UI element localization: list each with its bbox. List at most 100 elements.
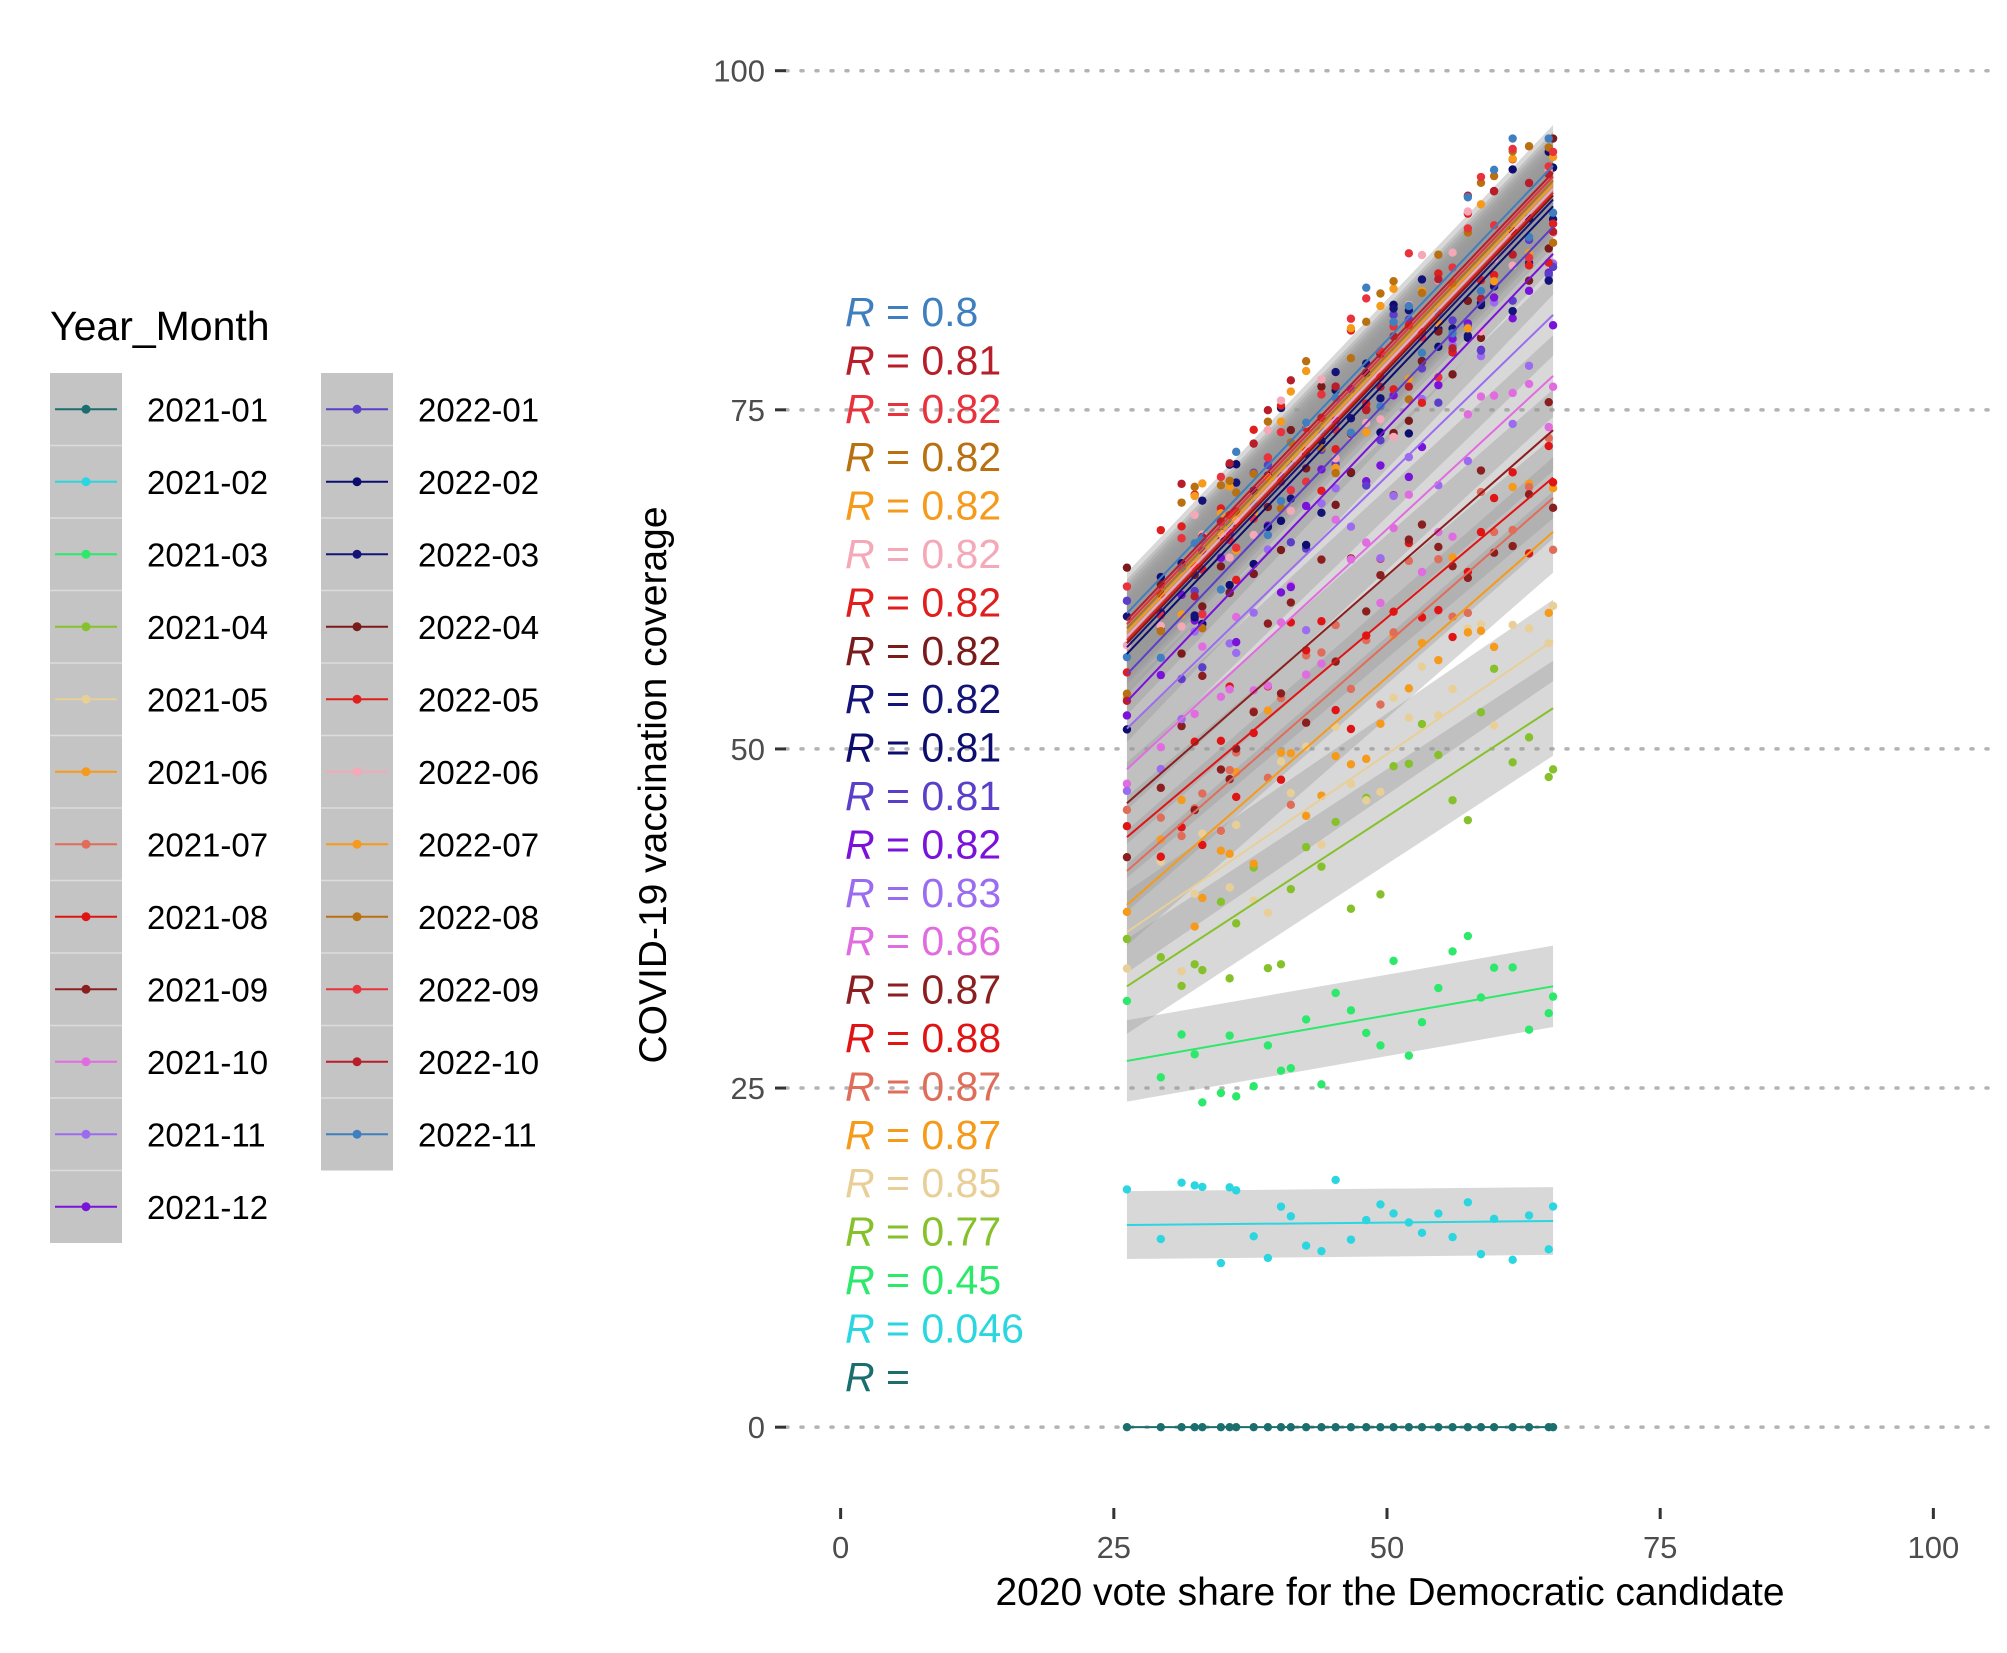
legend-label-2021-03: 2021-03: [147, 536, 268, 573]
point-2021-03-10: [1276, 1066, 1286, 1075]
point-2022-08-1: [1156, 626, 1166, 636]
point-2021-04-5: [1216, 897, 1226, 907]
point-2021-02-0: [1122, 1185, 1132, 1194]
point-2022-04-14: [1331, 500, 1340, 510]
point-2021-06-14: [1331, 751, 1340, 761]
point-2022-04-24: [1476, 333, 1486, 343]
point-2021-06-10: [1276, 748, 1286, 757]
point-2021-03-17: [1376, 1041, 1385, 1050]
point-2021-02-23: [1463, 1198, 1473, 1207]
point-2021-07-2: [1177, 831, 1186, 841]
point-2022-03-28: [1544, 276, 1553, 285]
legend-key-point-2021-10: [81, 1057, 91, 1067]
point-2022-11-23: [1463, 193, 1473, 202]
point-2021-08-4: [1198, 840, 1207, 850]
point-2021-03-14: [1331, 988, 1340, 998]
point-2022-05-0: [1122, 668, 1132, 677]
point-2021-02-24: [1476, 1249, 1486, 1259]
point-2021-02-4: [1198, 1182, 1207, 1192]
point-2021-02-6: [1225, 1183, 1234, 1192]
point-2021-03-20: [1417, 1018, 1427, 1027]
r-labels: R = 0.8R = 0.81R = 0.82R = 0.82R = 0.82R…: [845, 289, 1024, 1400]
point-2022-08-9: [1263, 417, 1273, 426]
point-2021-12-4: [1198, 546, 1207, 556]
point-2021-02-22: [1448, 1232, 1457, 1242]
point-2022-08-2: [1177, 498, 1186, 507]
legend-label-2022-10: 2022-10: [418, 1044, 539, 1081]
legend-key-point-2022-04: [352, 622, 362, 632]
point-2022-06-0: [1122, 641, 1132, 650]
point-2022-04-28: [1544, 244, 1553, 253]
point-2022-03-4: [1198, 496, 1207, 505]
point-2021-05-7: [1232, 820, 1241, 830]
point-2022-07-2: [1177, 610, 1186, 619]
point-2022-09-23: [1463, 224, 1473, 233]
legend-label-2021-04: 2021-04: [147, 609, 268, 646]
point-2021-08-22: [1448, 632, 1457, 642]
point-2021-06-8: [1249, 859, 1258, 868]
point-2021-06-3: [1190, 922, 1199, 931]
point-2021-03-26: [1508, 963, 1517, 972]
point-2022-08-24: [1476, 178, 1486, 187]
point-2021-06-9: [1263, 706, 1273, 715]
legend-key-point-2021-12: [81, 1202, 91, 1212]
point-2022-07-24: [1476, 200, 1486, 209]
point-2021-10-12: [1301, 670, 1311, 679]
point-2021-02-18: [1389, 1209, 1398, 1218]
point-2021-12-27: [1524, 286, 1534, 296]
legend-key-point-2022-01: [352, 404, 362, 414]
point-2022-09-9: [1263, 453, 1273, 462]
point-2021-04-25: [1489, 664, 1499, 673]
point-2022-07-23: [1463, 324, 1473, 333]
point-2022-02-26: [1508, 165, 1517, 174]
point-2022-08-29: [1548, 238, 1558, 248]
point-2021-12-17: [1376, 461, 1385, 470]
point-2022-11-10: [1276, 496, 1286, 506]
point-2021-09-11: [1286, 598, 1296, 607]
point-2021-12-10: [1276, 588, 1286, 597]
point-2022-06-6: [1225, 553, 1234, 562]
point-2021-05-6: [1225, 883, 1234, 892]
point-2021-06-12: [1301, 811, 1311, 821]
point-2022-08-25: [1489, 171, 1499, 181]
point-2022-07-25: [1489, 277, 1499, 286]
point-2021-10-0: [1122, 779, 1132, 788]
point-2021-10-4: [1198, 642, 1207, 651]
point-2022-03-18: [1389, 304, 1398, 313]
point-2021-10-6: [1225, 685, 1234, 694]
point-2021-08-26: [1508, 468, 1517, 477]
point-2021-02-15: [1346, 1235, 1356, 1244]
point-2021-03-28: [1544, 1008, 1553, 1018]
point-2021-06-17: [1376, 719, 1385, 728]
fit-line-2022-04: [1126, 194, 1554, 644]
point-2022-10-22: [1448, 344, 1457, 353]
point-2021-04-10: [1276, 960, 1286, 969]
point-2021-12-7: [1232, 637, 1241, 647]
point-2022-01-11: [1286, 538, 1296, 547]
point-2021-07-4: [1198, 789, 1207, 798]
legend-label-2022-01: 2022-01: [418, 391, 539, 428]
r-label-2022-10: R = 0.81: [845, 337, 1001, 383]
point-2022-08-20: [1417, 288, 1427, 298]
point-2022-01-18: [1389, 310, 1398, 319]
point-2022-11-20: [1417, 348, 1427, 358]
fit-line-2022-06: [1126, 188, 1554, 638]
fit-line-2022-07: [1126, 183, 1554, 633]
point-2021-05-29: [1548, 601, 1558, 611]
legend-key-point-2021-09: [81, 984, 91, 994]
point-2022-05-2: [1177, 522, 1186, 531]
point-2021-06-26: [1508, 482, 1517, 492]
point-2022-08-0: [1122, 689, 1132, 698]
fit-line-2022-09: [1126, 175, 1554, 625]
point-2021-02-7: [1232, 1186, 1241, 1195]
legend-label-2021-05: 2021-05: [147, 681, 268, 718]
r-label-2021-04: R = 0.77: [845, 1209, 1001, 1255]
point-2021-04-9: [1263, 963, 1273, 973]
point-2021-09-1: [1156, 783, 1166, 793]
point-2021-07-0: [1122, 805, 1132, 815]
legend-label-2021-09: 2021-09: [147, 971, 268, 1008]
point-2022-09-25: [1489, 221, 1499, 230]
point-2022-08-6: [1225, 476, 1234, 485]
point-2021-03-5: [1216, 1088, 1226, 1098]
point-2021-12-25: [1489, 293, 1499, 302]
